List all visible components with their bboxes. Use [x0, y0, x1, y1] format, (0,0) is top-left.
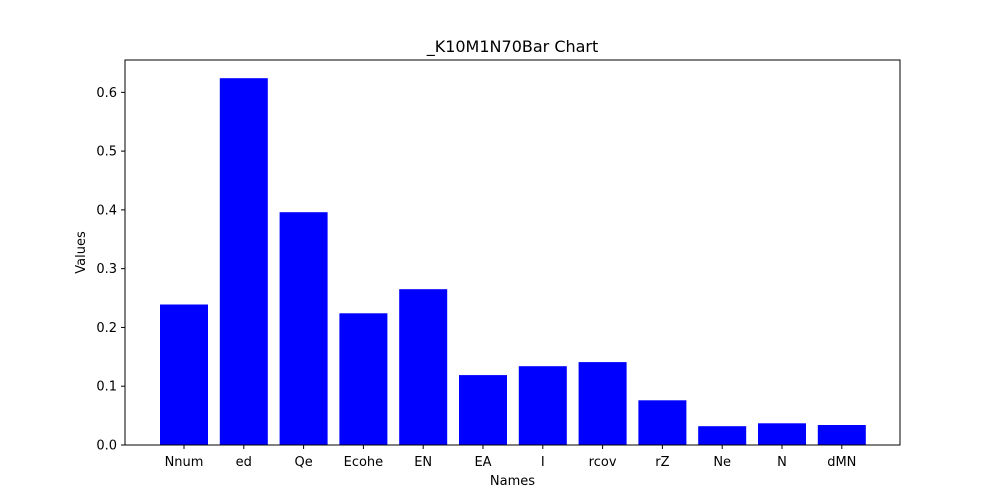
x-tick-label: Nnum	[165, 455, 204, 470]
x-tick-label: Ne	[713, 455, 731, 470]
x-tick-label: Qe	[294, 455, 312, 470]
x-axis-label: Names	[490, 474, 535, 489]
x-tick-label: dMN	[827, 455, 856, 470]
bar-Ne	[698, 426, 747, 445]
x-tick-label: EA	[474, 455, 491, 470]
x-tick-label: EN	[414, 455, 432, 470]
y-tick-label: 0.0	[96, 439, 117, 454]
bar-rcov	[578, 362, 627, 445]
x-tick-label: rZ	[655, 455, 669, 470]
y-axis-label: Values	[74, 231, 89, 274]
bar-Qe	[279, 212, 328, 445]
bar-Nnum	[160, 304, 208, 445]
bar-dMN	[817, 425, 866, 445]
x-tick-label: Ecohe	[344, 455, 384, 470]
bar-Ecohe	[339, 313, 388, 445]
y-tick-label: 0.1	[96, 380, 117, 395]
bar-ed	[219, 78, 268, 445]
bar-EN	[399, 289, 448, 445]
bar-EA	[459, 375, 507, 445]
bar-I	[518, 366, 567, 445]
y-tick-label: 0.6	[96, 86, 117, 101]
x-tick-label: I	[541, 455, 545, 470]
y-tick-label: 0.2	[96, 321, 117, 336]
chart-title: _K10M1N70Bar Chart	[426, 37, 599, 57]
x-tick-label: N	[777, 455, 787, 470]
bar-N	[758, 423, 806, 445]
x-tick-label: ed	[236, 455, 252, 470]
y-tick-label: 0.4	[96, 203, 117, 218]
y-tick-label: 0.5	[96, 145, 117, 160]
bar-series	[160, 78, 866, 445]
plot-frame	[124, 59, 901, 446]
x-tick-label: rcov	[589, 455, 617, 470]
bar-rZ	[638, 400, 687, 445]
y-axis: 0.0 0.1 0.2 0.3 0.4 0.5 0.6	[96, 86, 125, 454]
y-tick-label: 0.3	[96, 262, 117, 277]
